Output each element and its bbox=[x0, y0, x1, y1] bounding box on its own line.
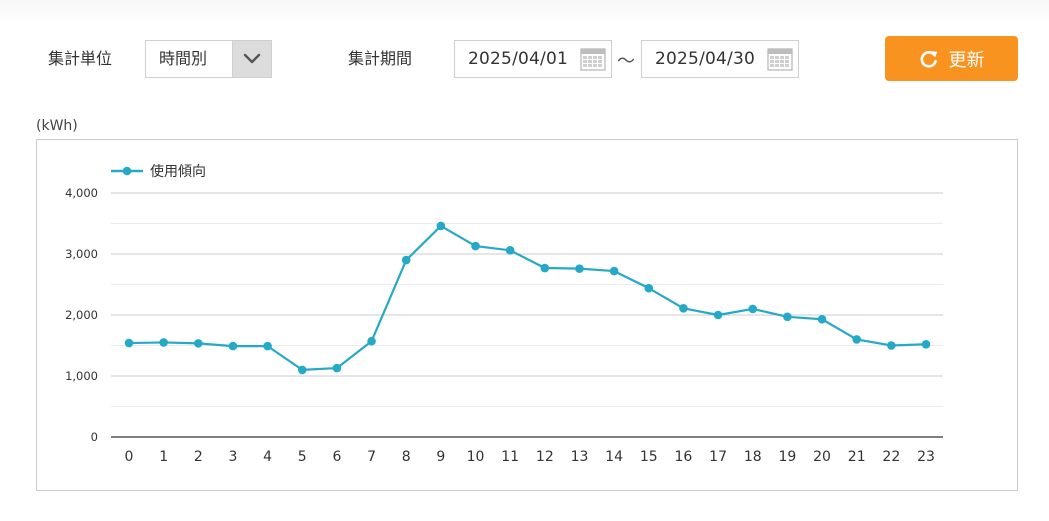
y-tick-label: 2,000 bbox=[65, 308, 98, 322]
x-tick-label: 8 bbox=[402, 449, 411, 465]
x-tick-label: 2 bbox=[194, 449, 203, 465]
chart-legend[interactable]: 使用傾向 bbox=[111, 163, 206, 180]
data-point bbox=[817, 314, 827, 324]
data-point bbox=[575, 264, 584, 273]
start-date-field[interactable]: 2025/04/01 bbox=[454, 40, 612, 78]
data-point bbox=[505, 246, 515, 255]
end-date-field[interactable]: 2025/04/30 bbox=[641, 40, 799, 78]
y-axis-unit: (kWh) bbox=[36, 118, 78, 134]
data-point bbox=[921, 339, 931, 349]
x-tick-label: 7 bbox=[367, 449, 376, 465]
data-point bbox=[887, 341, 896, 350]
x-tick-label: 5 bbox=[298, 449, 307, 465]
calendar-icon[interactable] bbox=[580, 46, 606, 72]
data-point bbox=[159, 338, 168, 347]
x-tick-label: 14 bbox=[605, 449, 623, 465]
series-points bbox=[124, 221, 931, 375]
y-tick-label: 3,000 bbox=[65, 247, 98, 261]
x-tick-label: 9 bbox=[436, 449, 445, 465]
data-point bbox=[367, 336, 376, 346]
x-tick-labels: 0 1 2 3 4 5 6 7 8 9 10 11 12 13 14 15 16 17 18 19 20 21 22 23 bbox=[125, 449, 935, 465]
period-label: 集計期間 bbox=[348, 49, 413, 68]
data-point bbox=[228, 341, 238, 351]
calendar-icon[interactable] bbox=[767, 46, 793, 72]
y-tick-label: 1,000 bbox=[65, 369, 98, 383]
data-point bbox=[124, 338, 134, 348]
x-tick-label: 0 bbox=[125, 449, 134, 465]
update-button-label: 更新 bbox=[948, 49, 985, 71]
unit-select-arrow[interactable] bbox=[232, 41, 271, 77]
x-tick-label: 18 bbox=[744, 449, 762, 465]
x-tick-label: 23 bbox=[917, 449, 935, 465]
data-point bbox=[194, 339, 203, 348]
data-point bbox=[471, 241, 480, 251]
refresh-icon bbox=[920, 50, 937, 68]
x-tick-label: 17 bbox=[709, 449, 727, 465]
legend-swatch-dot bbox=[122, 166, 132, 176]
x-tick-label: 10 bbox=[467, 449, 485, 465]
data-point bbox=[748, 304, 758, 314]
x-tick-label: 20 bbox=[813, 449, 831, 465]
data-point bbox=[332, 363, 342, 373]
x-tick-label: 15 bbox=[640, 449, 658, 465]
data-point bbox=[783, 312, 792, 322]
x-tick-label: 11 bbox=[501, 449, 519, 465]
usage-chart-frame: 0 1,000 2,000 3,000 4,000 0 1 2 3 4 5 6 7 8 9 10 11 12 13… bbox=[36, 139, 1018, 491]
x-tick-label: 6 bbox=[332, 449, 341, 465]
y-tick-labels: 0 1,000 2,000 3,000 4,000 bbox=[65, 186, 98, 444]
x-tick-label: 4 bbox=[263, 449, 272, 465]
unit-select-value: 時間別 bbox=[159, 49, 208, 68]
end-date-value: 2025/04/30 bbox=[655, 49, 755, 69]
data-point bbox=[540, 263, 550, 273]
data-point bbox=[679, 303, 688, 313]
y-tick-label: 0 bbox=[91, 430, 98, 444]
date-range-separator: 〜 bbox=[617, 51, 635, 72]
unit-select[interactable]: 時間別 bbox=[145, 40, 272, 78]
data-point bbox=[297, 365, 307, 375]
update-button[interactable]: 更新 bbox=[885, 36, 1018, 81]
legend-label: 使用傾向 bbox=[150, 163, 206, 180]
x-tick-label: 16 bbox=[675, 449, 693, 465]
y-tick-label: 4,000 bbox=[65, 186, 98, 200]
data-point bbox=[609, 266, 619, 276]
x-tick-label: 13 bbox=[571, 449, 589, 465]
x-tick-label: 19 bbox=[778, 449, 796, 465]
x-tick-label: 22 bbox=[882, 449, 900, 465]
chevron-down-icon bbox=[243, 53, 261, 64]
data-point bbox=[401, 255, 411, 265]
x-tick-label: 21 bbox=[848, 449, 866, 465]
x-tick-label: 1 bbox=[159, 449, 168, 465]
unit-label: 集計単位 bbox=[48, 49, 113, 68]
data-point bbox=[644, 283, 654, 293]
x-tick-label: 12 bbox=[536, 449, 554, 465]
series-line-usage bbox=[128, 224, 927, 371]
data-point bbox=[852, 335, 861, 344]
data-point bbox=[436, 221, 446, 231]
data-point bbox=[263, 341, 272, 351]
data-point bbox=[713, 310, 723, 320]
chart-grid bbox=[111, 192, 943, 407]
x-tick-label: 3 bbox=[228, 449, 237, 465]
start-date-value: 2025/04/01 bbox=[468, 49, 568, 69]
